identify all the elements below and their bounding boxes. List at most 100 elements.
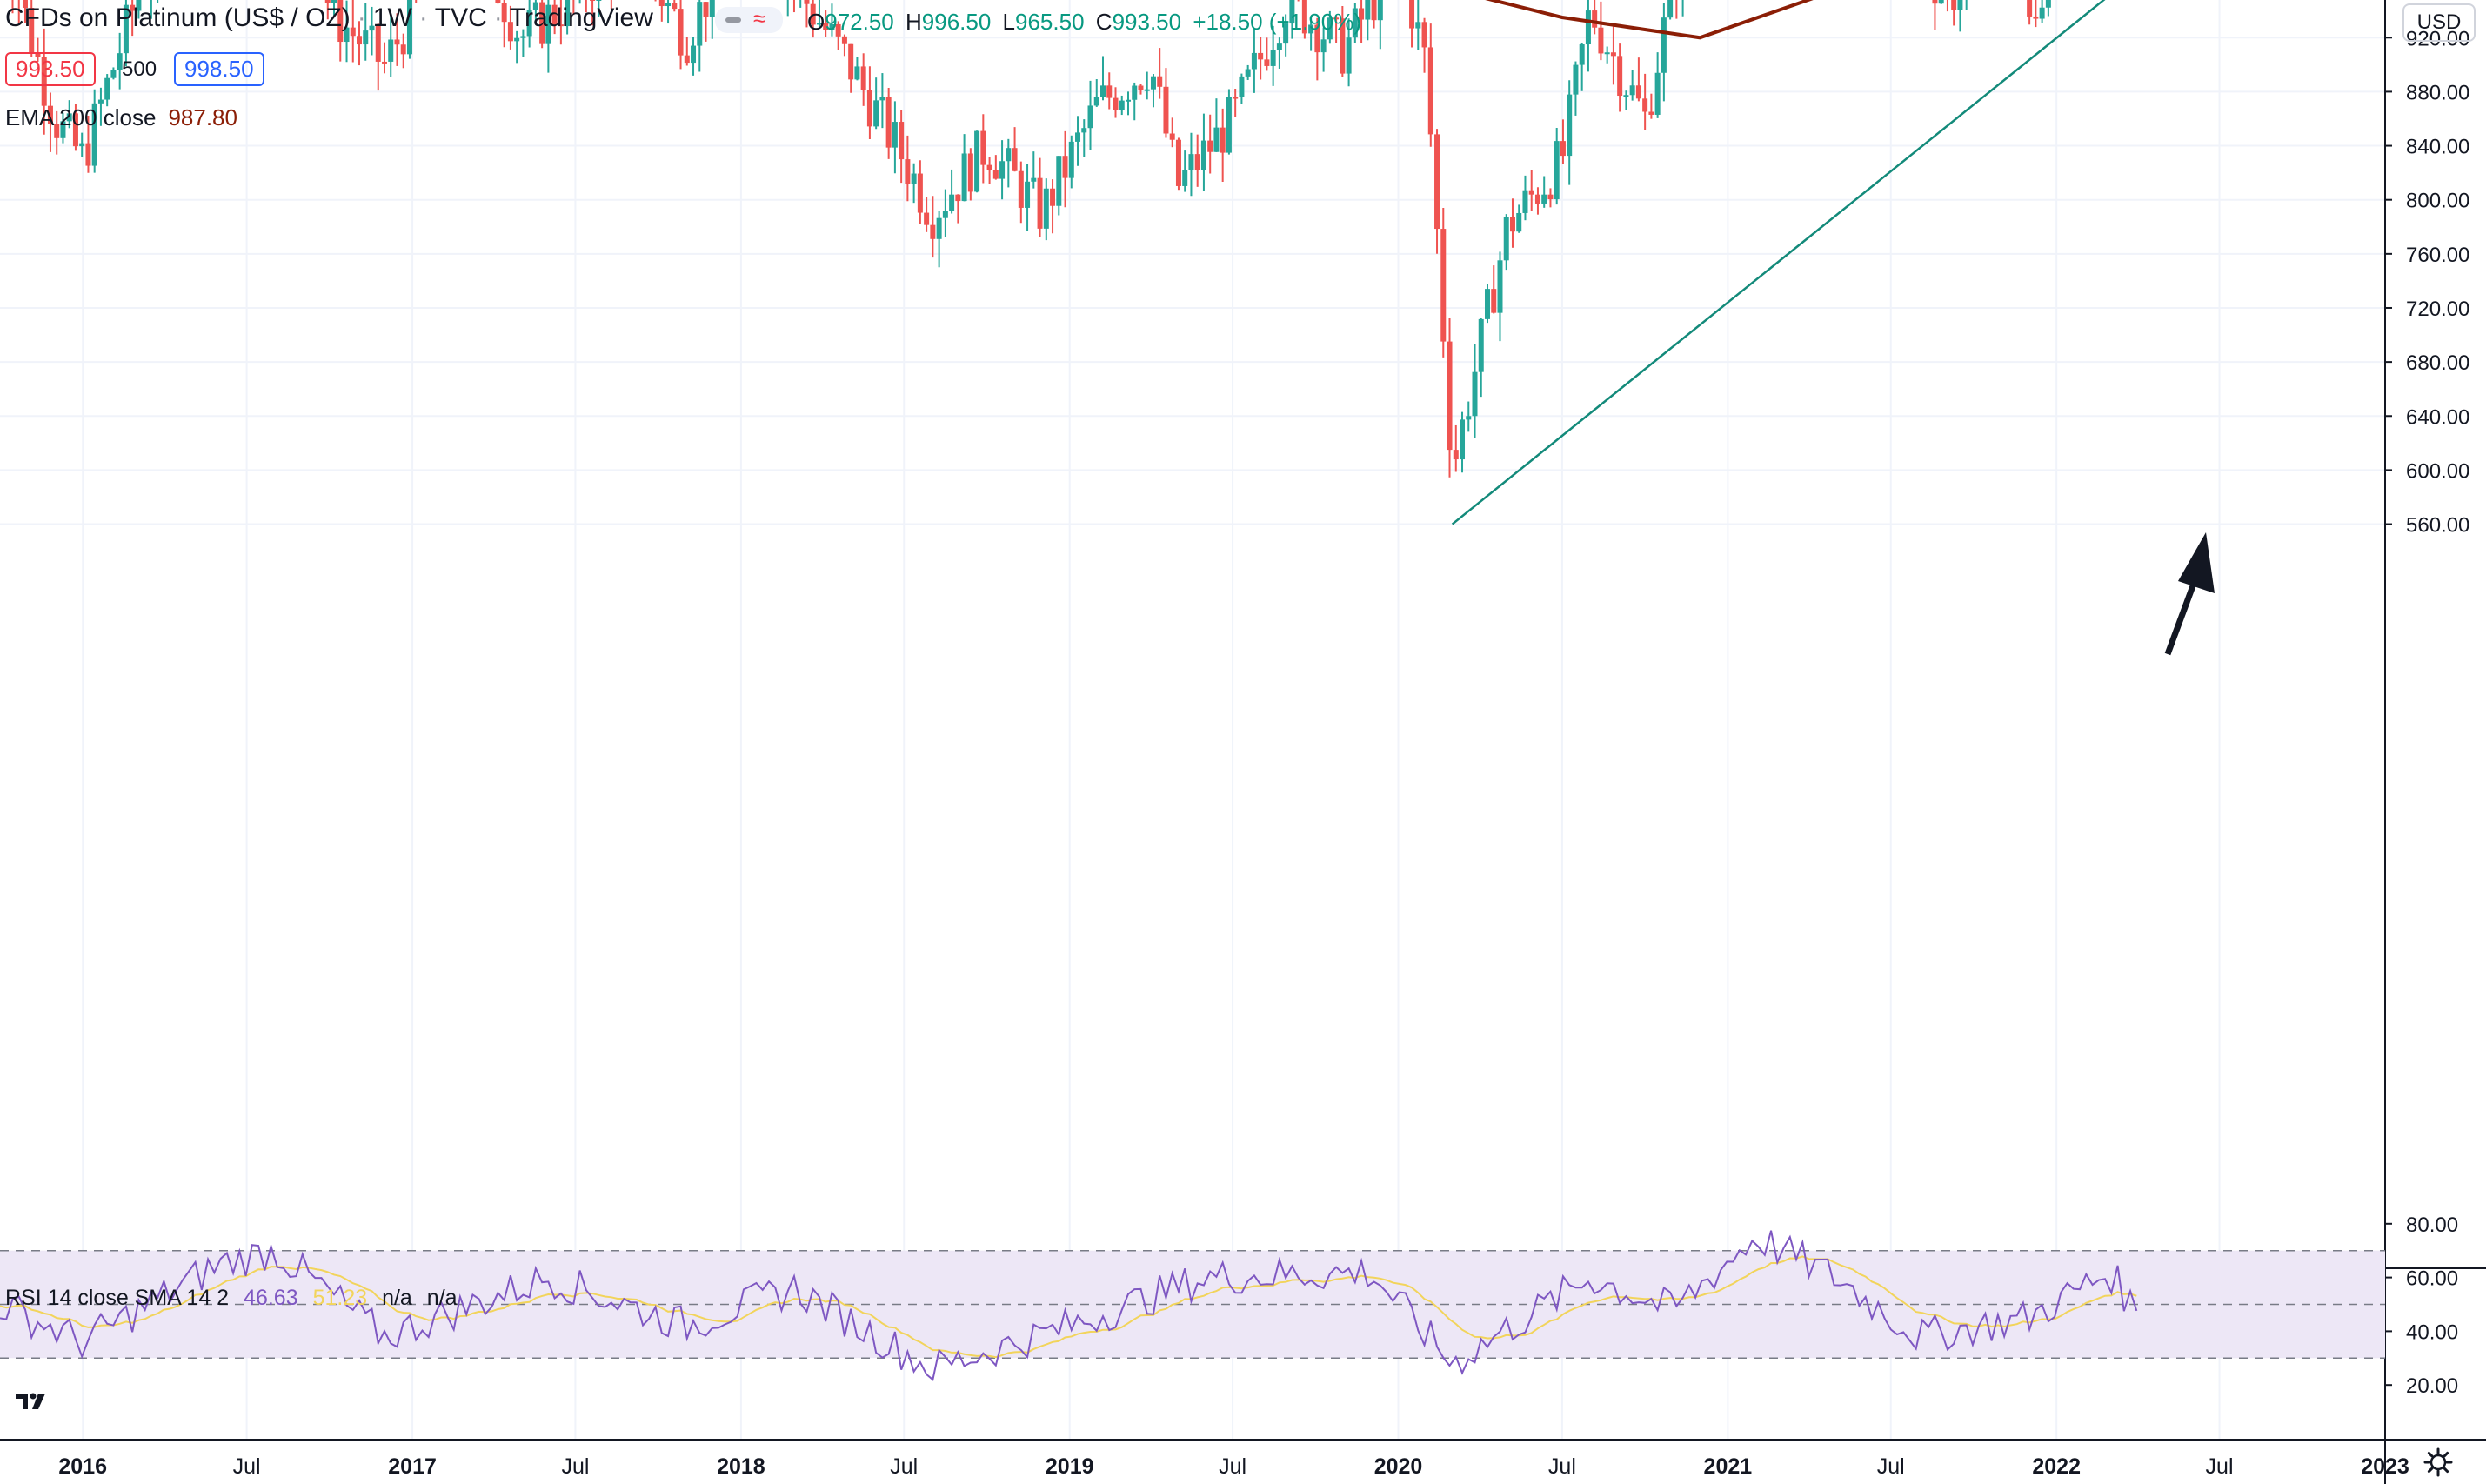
candle-body[interactable] [1509,217,1515,232]
candle-body[interactable] [350,27,356,37]
candle-body[interactable] [337,0,344,43]
candle-body[interactable] [551,4,558,25]
candle-body[interactable] [1182,170,1188,186]
candle-body[interactable] [917,173,923,213]
candle-body[interactable] [1144,89,1150,91]
candle-body[interactable] [697,2,703,46]
time-axis[interactable]: 2016 Jul 2017 Jul 2018 Jul 2019 Jul 2020 Jul 2021 J… [58,1454,2409,1479]
candle-body[interactable] [495,0,501,3]
candle-body[interactable] [520,36,526,38]
candle-body[interactable] [1327,17,1333,40]
candle-body[interactable] [1093,97,1099,106]
candle-body[interactable] [1301,0,1307,34]
candle-body[interactable] [1472,371,1478,417]
candle-body[interactable] [1415,22,1421,29]
candle-body[interactable] [66,113,72,122]
candle-body[interactable] [1371,0,1377,21]
candle-body[interactable] [1031,177,1037,182]
candle-body[interactable] [1352,8,1358,38]
candle-body[interactable] [1654,72,1661,115]
candle-body[interactable] [1062,156,1068,178]
candle-body[interactable] [1025,181,1031,208]
candle-body[interactable] [672,3,678,10]
candle-body[interactable] [709,0,715,17]
candle-body[interactable] [507,22,513,42]
candle-body[interactable] [1648,111,1654,115]
candle-body[interactable] [539,2,545,44]
candle-body[interactable] [1359,8,1365,20]
candle-body[interactable] [1604,52,1610,55]
candle-body[interactable] [936,217,942,239]
candle-body[interactable] [879,97,885,101]
candle-body[interactable] [596,0,602,2]
candle-body[interactable] [967,153,973,192]
candle-body[interactable] [1037,177,1043,229]
candle-body[interactable] [1585,10,1591,45]
candle-body[interactable] [816,23,822,25]
candle-body[interactable] [545,4,551,44]
candle-body[interactable] [1434,134,1440,230]
candle-body[interactable] [1175,139,1181,186]
candle-body[interactable] [684,55,690,64]
candle-body[interactable] [1484,289,1490,319]
candle-body[interactable] [1188,154,1194,170]
candle-body[interactable] [703,2,709,17]
candle-body[interactable] [854,66,860,80]
candle-body[interactable] [1598,27,1604,54]
candle-body[interactable] [2045,0,2051,8]
candle-body[interactable] [1610,52,1616,57]
candle-body[interactable] [79,143,85,147]
candle-body[interactable] [394,39,400,45]
candle-body[interactable] [1207,140,1213,152]
candle-body[interactable] [1100,85,1106,97]
candle-body[interactable] [1075,132,1081,142]
candle-body[interactable] [1573,64,1579,95]
candle-body[interactable] [1163,86,1169,134]
candle-body[interactable] [1333,17,1340,20]
candle-body[interactable] [1213,127,1220,152]
candle-body[interactable] [357,36,363,45]
candle-body[interactable] [1308,24,1314,34]
candle-body[interactable] [1138,85,1144,90]
candle-body[interactable] [1245,69,1251,77]
candle-body[interactable] [35,52,41,57]
candle-body[interactable] [1579,44,1585,65]
candle-body[interactable] [1642,98,1648,112]
candle-body[interactable] [1534,194,1540,204]
candle-body[interactable] [130,4,136,11]
candle-body[interactable] [136,0,142,11]
candle-body[interactable] [501,3,507,23]
candle-body[interactable] [1951,0,1957,10]
candle-body[interactable] [324,0,331,3]
candle-body[interactable] [381,61,387,64]
candle-body[interactable] [406,0,412,55]
candle-body[interactable] [1421,22,1427,48]
candle-body[interactable] [1522,190,1528,213]
candle-body[interactable] [590,0,596,2]
candle-body[interactable] [1226,97,1232,153]
candle-body[interactable] [1447,341,1453,451]
candle-body[interactable] [1125,99,1131,102]
candle-body[interactable] [804,0,810,4]
candle-body[interactable] [1497,260,1503,313]
candle-body[interactable] [1314,24,1320,53]
candle-body[interactable] [72,113,78,147]
candle-body[interactable] [2033,16,2039,19]
candle-body[interactable] [1661,17,1667,73]
candle-body[interactable] [1270,50,1276,66]
candle-body[interactable] [558,24,564,27]
candle-body[interactable] [1667,0,1674,18]
candle-body[interactable] [85,143,91,166]
settings-gear-icon[interactable] [2423,1447,2453,1477]
candle-body[interactable] [691,45,697,64]
candle-body[interactable] [1346,37,1352,74]
candle-body[interactable] [1233,97,1239,99]
candle-body[interactable] [1340,18,1346,74]
candle-body[interactable] [665,3,672,7]
candle-body[interactable] [1220,127,1226,153]
candle-body[interactable] [1157,76,1163,87]
candle-body[interactable] [986,164,992,170]
candle-body[interactable] [1194,154,1200,170]
candle-body[interactable] [565,0,571,27]
